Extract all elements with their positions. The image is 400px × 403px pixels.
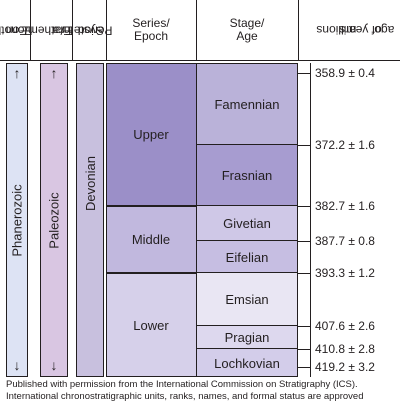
age-value: 410.8 ± 2.8 [315,342,375,356]
epoch-upper-block [106,63,196,206]
age-tick [298,73,310,74]
footnote-line: International chronostratigraphic units,… [6,391,364,402]
era-down-arrow-icon: ↓ [50,357,58,373]
era-name: Paleozoic [46,191,62,249]
header-eonothem: Eonothem/Eon [0,0,33,60]
eon-up-arrow-icon: ↑ [13,65,21,81]
header-stage-line2: Age [236,29,258,43]
header-series: Series/ Epoch [106,0,196,60]
age-tick [298,206,310,207]
age-value: 382.7 ± 1.6 [315,199,375,213]
eon-label: Phanerozoic [6,63,28,377]
age-tick [298,367,310,368]
eon-down-arrow-icon: ↓ [13,357,21,373]
age-value: 372.2 ± 1.6 [315,138,375,152]
age-value: 358.9 ± 0.4 [315,66,375,80]
footnote-line: Published with permission from the Inter… [6,379,358,390]
epoch-lower-block [106,273,196,377]
header-mya-line3: ago [373,23,395,37]
stage-frasnian-block [196,145,298,206]
header-divider [72,0,73,60]
stage-givetian-block [196,206,298,241]
age-tick [298,326,310,327]
stage-pragian-block [196,326,298,349]
epoch-middle-block [106,206,196,273]
stage-givetian-label: Givetian [223,216,271,231]
age-value: 407.6 ± 2.6 [315,319,375,333]
age-axis [310,63,311,377]
header-divider [30,0,31,60]
eon-name: Phanerozoic [9,183,25,257]
header-stage: Stage/ Age [196,0,298,60]
epoch-middle-label: Middle [131,232,171,247]
header-series-line2: Epoch [133,29,169,43]
stage-eifelian-label: Eifelian [225,249,269,265]
stage-pragian-label: Pragian [224,330,270,345]
stage-lochkovian-label: Lochkovian [214,355,280,371]
stage-frasnian-label: Frasnian [221,168,273,183]
stage-lochkovian-block [196,349,298,377]
era-block [40,63,68,377]
epoch-divider [106,206,196,207]
header-bottom-rule [0,60,400,61]
header-stage-line1: Stage/ [229,16,265,30]
header-divider [298,0,299,60]
age-tick [298,349,310,350]
epoch-lower-label: Lower [133,317,169,333]
period-block [76,63,104,377]
epoch-divider [106,273,196,274]
stage-famennian-block [196,63,298,145]
age-value: 387.7 ± 0.8 [315,234,375,248]
age-tick [298,241,310,242]
age-value: 393.3 ± 1.2 [315,266,375,280]
age-value: 419.2 ± 3.2 [315,360,375,374]
era-up-arrow-icon: ↑ [50,65,58,81]
stage-eifelian-block [196,241,298,273]
age-tick [298,273,310,274]
header-divider [196,0,197,60]
epoch-upper-label: Upper [133,127,169,142]
stage-famennian-label: Famennian [214,96,280,112]
era-label: Paleozoic [40,63,68,377]
header-divider [106,0,107,60]
eon-block [6,63,28,377]
header-system: System/Period [61,0,113,60]
period-label: Devonian [76,63,104,303]
stage-emsian-label: Emsian [225,292,269,307]
header-series-line1: Series/ [132,16,170,30]
age-tick [298,145,310,146]
header-mya: millions of years ago [316,0,400,60]
period-name: Devonian [82,155,98,211]
stage-emsian-block [196,273,298,326]
